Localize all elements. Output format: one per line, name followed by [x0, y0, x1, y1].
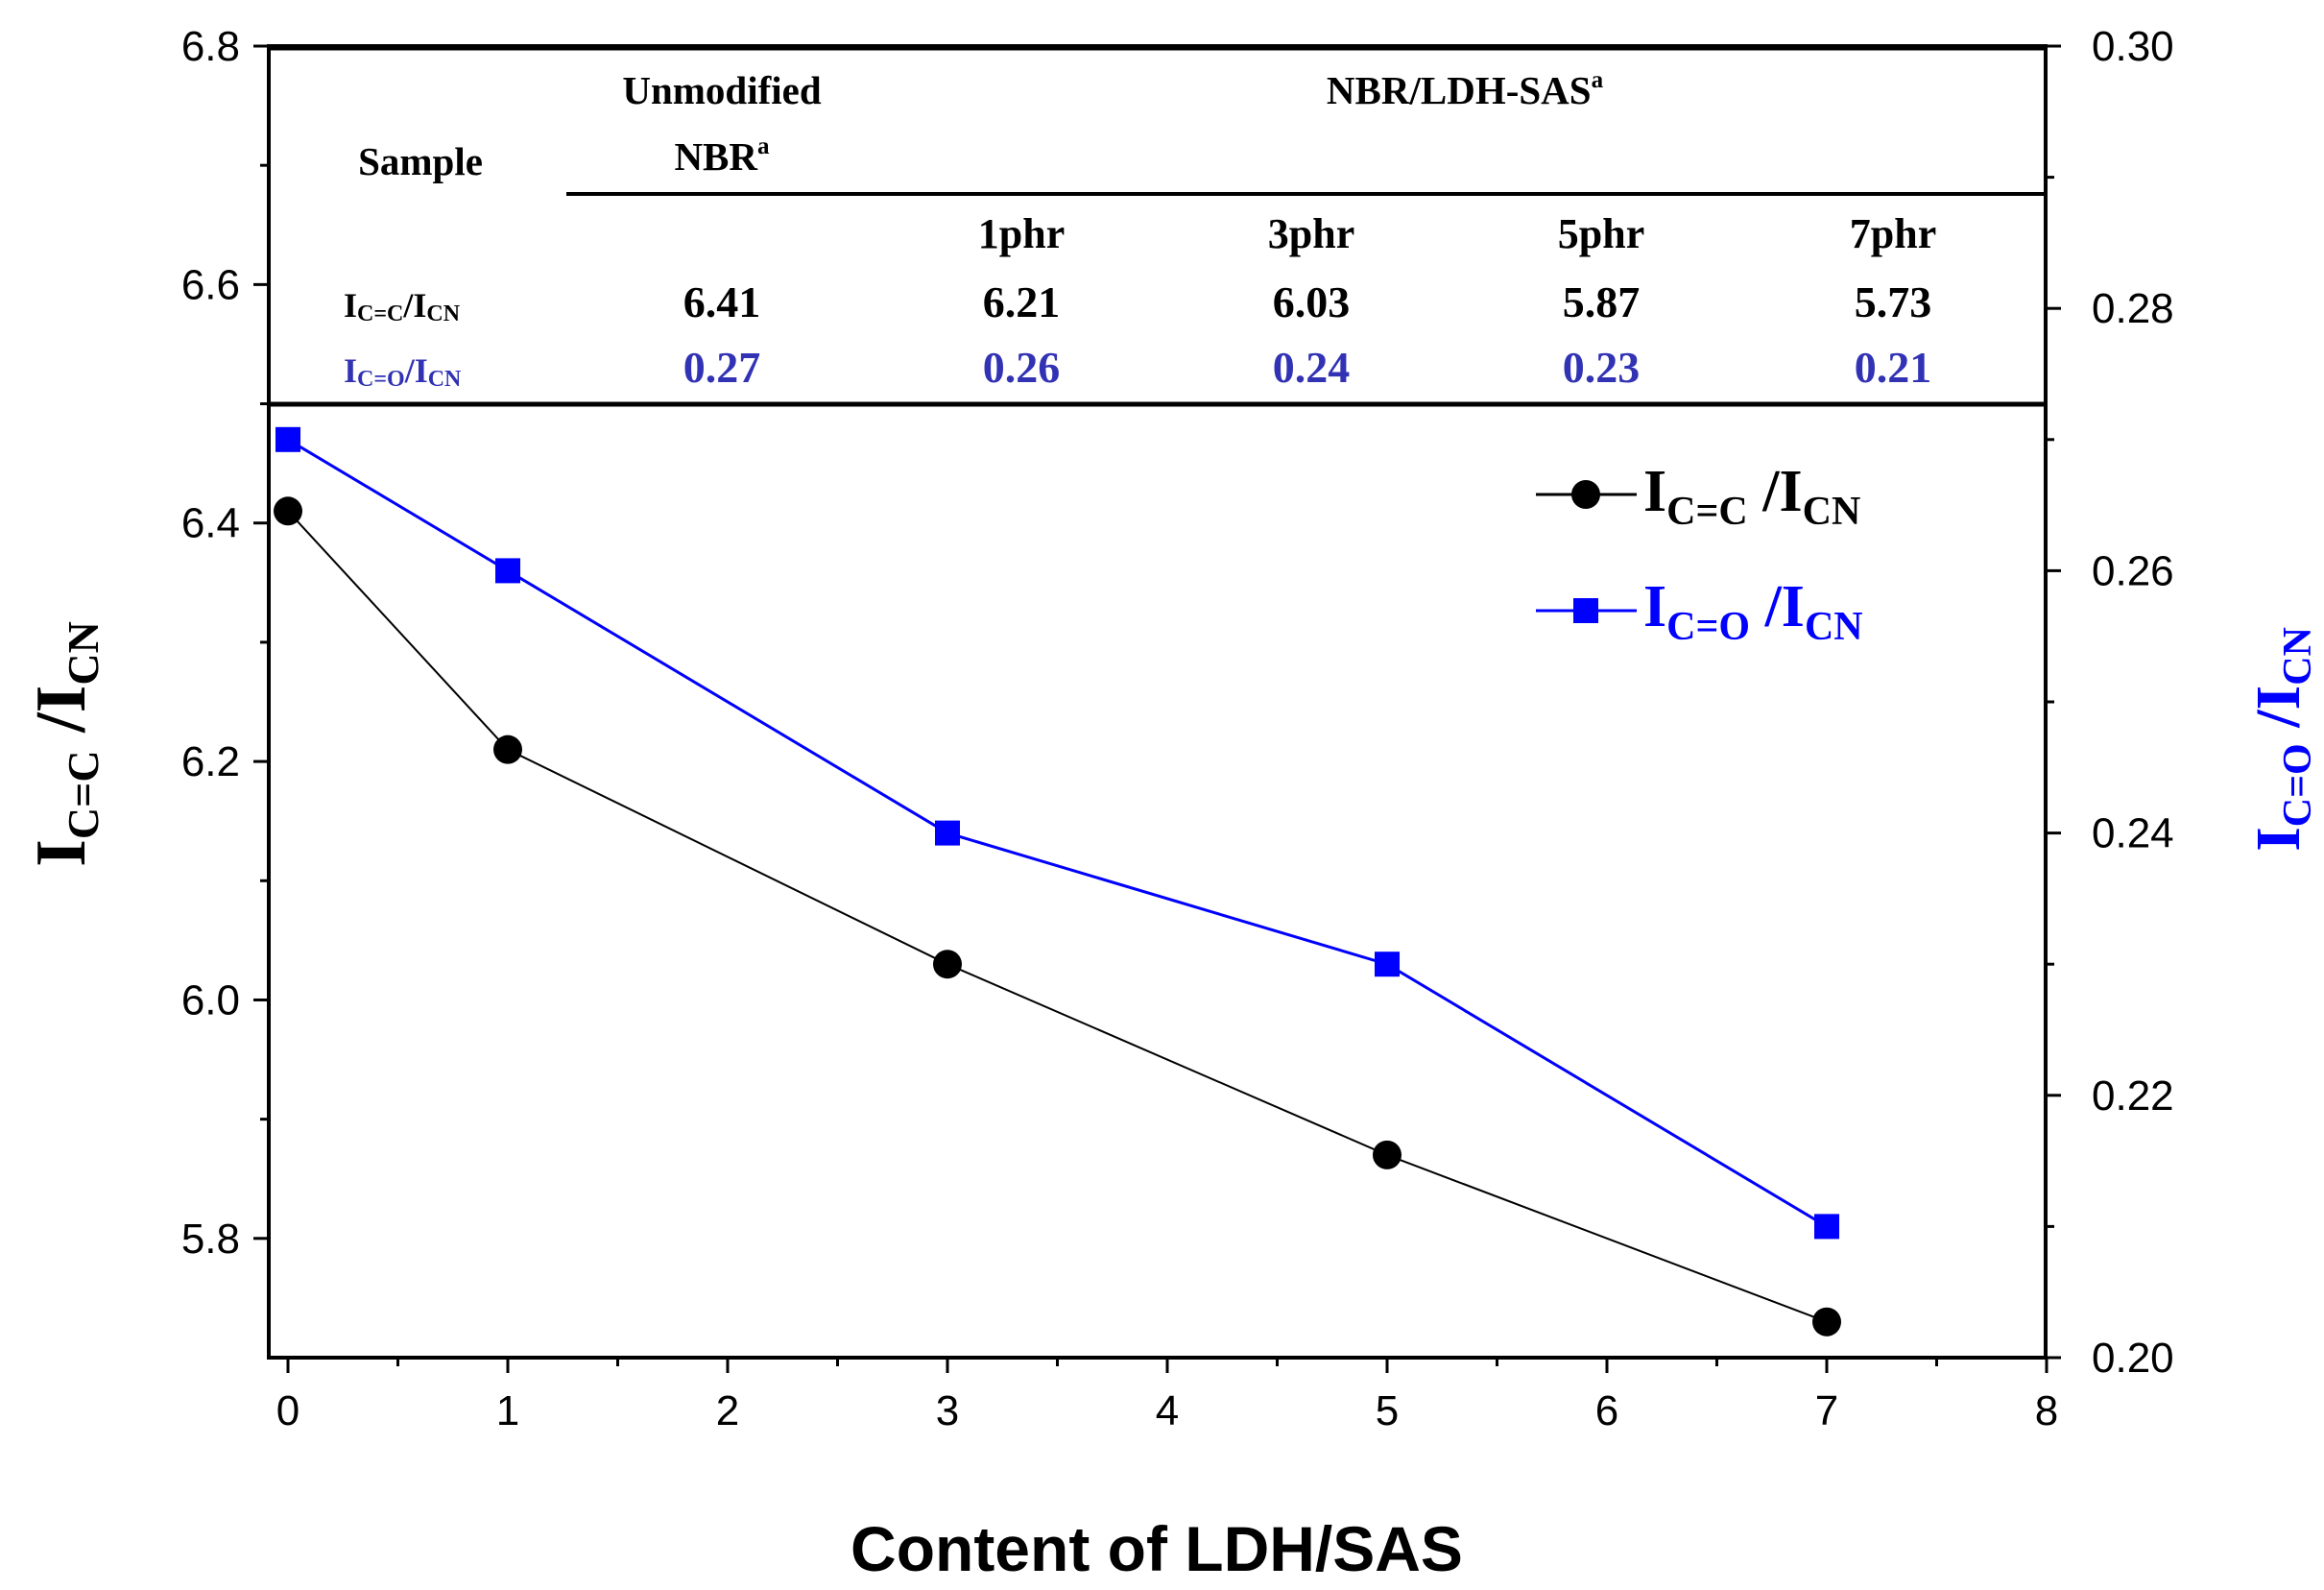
yr-sep: /I: [2243, 686, 2313, 744]
y-left-tick-label-6.2: 6.2: [181, 738, 240, 785]
inset-table: Sample Unmodified NBRa NBR/LDH-SASa 1phr…: [271, 45, 2044, 407]
row2-label-sub2: CN: [428, 367, 462, 392]
row1-label-sub2: CN: [426, 301, 460, 326]
legend1-sub1: C=C: [1666, 490, 1748, 534]
table-unmodified-nbr: NBR: [674, 134, 757, 179]
row2-label-main: I: [344, 351, 357, 390]
row2-label-sub1: C=O: [357, 367, 405, 392]
table-unmodified-line1: Unmodified: [622, 68, 822, 112]
point-icc-x1: [493, 735, 522, 764]
legend1-sep: /I: [1748, 459, 1803, 524]
x-axis-title: Content of LDH/SAS: [851, 1513, 1463, 1584]
legend1-sub2: CN: [1803, 490, 1861, 534]
point-icc-x7: [1812, 1307, 1841, 1337]
table-unmodified-sup: a: [757, 133, 770, 159]
y-right-tick-label-0.26: 0.26: [2092, 547, 2174, 594]
y-right-tick-label-0.30: 0.30: [2092, 23, 2174, 70]
table-group-name: NBR/LDH-SAS: [1327, 68, 1592, 112]
yl-sep: /I: [22, 686, 101, 751]
y-right-tick-label-0.22: 0.22: [2092, 1072, 2174, 1120]
x-tick-label-3: 3: [936, 1387, 959, 1434]
point-icc-x3: [933, 950, 962, 979]
x-tick-label-6: 6: [1595, 1387, 1618, 1434]
y-axis-title-right: IC=O /ICN: [2243, 627, 2320, 852]
table-icc-value: 6.03: [1273, 277, 1351, 326]
y-right-tick-label-0.24: 0.24: [2092, 810, 2174, 857]
point-ico-x3: [935, 820, 960, 846]
y-left-tick-label-6.0: 6.0: [181, 976, 240, 1024]
point-ico-x0: [276, 426, 300, 452]
legend-marker-square: [1573, 598, 1598, 623]
yr-sub1: C=O: [2276, 743, 2320, 827]
y-right-tick-label-0.20: 0.20: [2092, 1335, 2174, 1382]
table-loading-1phr: 1phr: [978, 210, 1065, 257]
point-ico-x7: [1814, 1214, 1839, 1240]
row1-label-sep: /I: [402, 286, 426, 325]
legend-label-black: IC=C /ICN: [1643, 459, 1860, 534]
legend2-sep: /I: [1750, 574, 1805, 639]
legend-marker-circle: [1571, 480, 1600, 509]
legend2-sub1: C=O: [1666, 605, 1750, 649]
table-unmodified-line2: NBRa: [674, 133, 770, 179]
legend2-sub2: CN: [1805, 605, 1863, 649]
table-loading-5phr: 5phr: [1558, 210, 1644, 257]
table-icc-value: 6.41: [683, 277, 761, 326]
table-icc-value: 5.87: [1563, 277, 1641, 326]
table-ico-value: 0.27: [683, 343, 761, 392]
yr-sub2: CN: [2276, 627, 2320, 686]
table-ico-value: 0.21: [1855, 343, 1932, 392]
row1-label-sub1: C=C: [357, 301, 403, 326]
y-left-tick-label-6.8: 6.8: [181, 23, 240, 70]
y-axis-title-left: IC=C /ICN: [22, 621, 108, 867]
y-left-tick-label-6.4: 6.4: [181, 500, 240, 547]
table-group-sup: a: [1592, 67, 1604, 93]
table-ico-value: 0.26: [983, 343, 1061, 392]
x-tick-label-8: 8: [2035, 1387, 2058, 1434]
legend1-main: I: [1643, 459, 1666, 524]
x-tick-label-1: 1: [496, 1387, 519, 1434]
row1-label-main: I: [344, 286, 357, 325]
table-group-header: NBR/LDH-SASa: [1327, 67, 1604, 112]
table-icc-value: 6.21: [983, 277, 1061, 326]
x-tick-label-5: 5: [1376, 1387, 1399, 1434]
table-icc-value: 5.73: [1855, 277, 1932, 326]
row2-label-sep: /I: [404, 351, 428, 390]
yl-sub2: CN: [59, 621, 108, 685]
yr-main: I: [2243, 827, 2313, 852]
x-tick-label-0: 0: [276, 1387, 299, 1434]
table-ico-value: 0.24: [1273, 343, 1351, 392]
table-sample-header: Sample: [358, 139, 483, 183]
table-row2-label: IC=O/ICN: [344, 351, 462, 392]
y-left-tick-label-6.6: 6.6: [181, 261, 240, 308]
table-loading-3phr: 3phr: [1268, 210, 1354, 257]
table-ico-value: 0.23: [1563, 343, 1641, 392]
table-loading-7phr: 7phr: [1850, 210, 1936, 257]
table-row1-label: IC=C/ICN: [344, 286, 461, 326]
yl-sub1: C=C: [59, 750, 108, 839]
yl-main: I: [22, 839, 101, 867]
point-ico-x5: [1375, 952, 1400, 977]
point-ico-x1: [495, 558, 520, 584]
x-tick-label-7: 7: [1815, 1387, 1838, 1434]
legend2-main: I: [1643, 574, 1666, 639]
legend: IC=C /ICN IC=O /ICN: [1536, 459, 1863, 649]
x-tick-label-2: 2: [716, 1387, 739, 1434]
point-icc-x0: [274, 496, 302, 526]
y-left-tick-label-5.8: 5.8: [181, 1216, 240, 1263]
y-right-tick-label-0.28: 0.28: [2092, 285, 2174, 332]
x-tick-label-4: 4: [1156, 1387, 1179, 1434]
legend-label-blue: IC=O /ICN: [1643, 574, 1863, 649]
point-icc-x5: [1373, 1140, 1402, 1169]
